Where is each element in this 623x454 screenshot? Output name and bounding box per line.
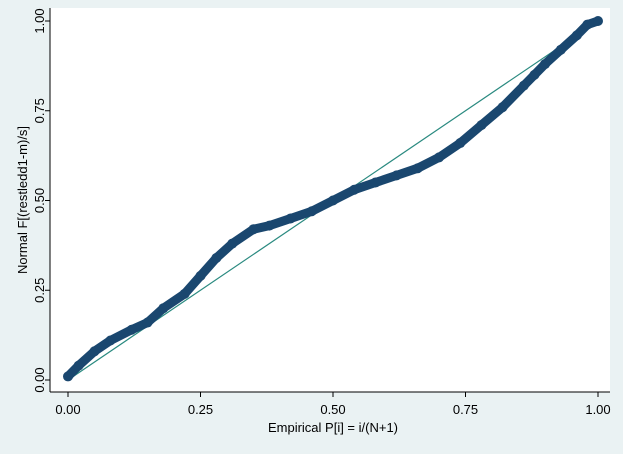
point [593,16,603,26]
point [434,152,444,163]
x-tick-label: 0.25 [188,402,213,417]
x-tick-label: 0.00 [55,402,80,417]
point [89,346,100,357]
point [582,19,593,30]
point [540,59,550,70]
y-tick-label: 0.25 [32,278,47,303]
point [179,288,190,299]
point [285,213,296,224]
point [412,163,423,174]
point [571,30,582,41]
point [328,195,338,206]
point [476,120,487,131]
point [518,80,529,91]
x-axis-title: Empirical P[i] = i/(N+1) [268,420,398,435]
point [126,324,137,335]
point [211,252,222,263]
point [391,170,402,181]
point [227,238,238,249]
point [555,44,566,55]
x-tick-label: 0.50 [320,402,345,417]
point [248,224,259,235]
point [370,177,381,188]
point [306,206,317,217]
point [63,371,73,382]
y-tick-label: 0.00 [32,367,47,392]
point [264,220,275,231]
point [158,303,169,314]
point [529,69,540,80]
point [349,184,360,195]
y-tick-label: 0.50 [32,188,47,213]
x-tick-label: 1.00 [585,402,610,417]
point [142,317,153,328]
x-tick-label: 0.75 [453,402,478,417]
point [73,360,84,371]
y-axis-title: Normal F[(restledd1-m)/s] [15,126,30,274]
y-tick-label: 1.00 [32,8,47,33]
y-tick-label: 0.75 [32,98,47,123]
point [455,138,466,149]
point [195,270,206,281]
point [105,335,116,346]
point [497,102,508,113]
